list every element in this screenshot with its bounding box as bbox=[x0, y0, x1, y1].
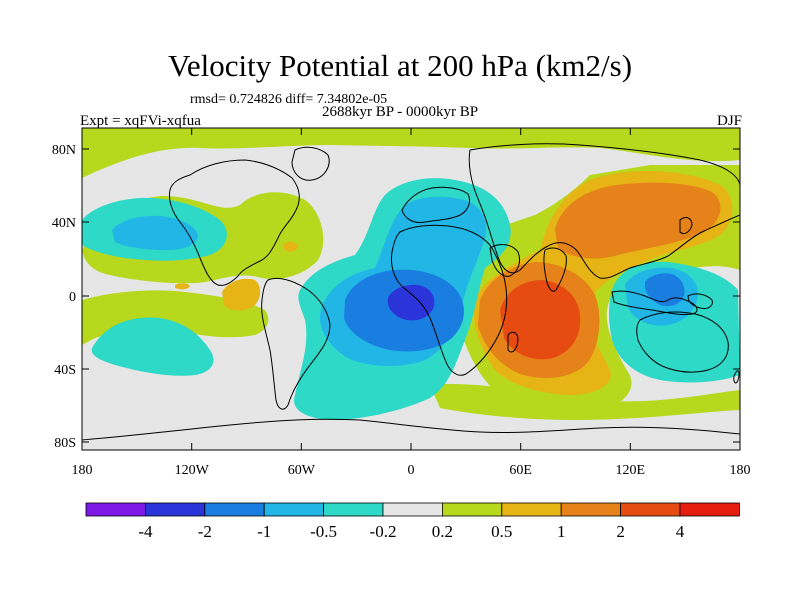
coast-india bbox=[543, 247, 567, 292]
colorbar-box bbox=[620, 502, 681, 517]
colorbar-label: -4 bbox=[138, 522, 153, 541]
colorbar bbox=[85, 502, 740, 517]
y-axis bbox=[82, 148, 740, 443]
colorbar-box bbox=[85, 502, 146, 517]
field-pacific-yellow-patch bbox=[175, 283, 190, 290]
coast-south-america bbox=[261, 277, 331, 410]
coast-new-zealand bbox=[733, 370, 740, 384]
coastlines bbox=[82, 143, 740, 441]
y-tick-label: 40N bbox=[52, 216, 76, 231]
x-tick-label: 60W bbox=[288, 463, 316, 478]
x-axis bbox=[81, 128, 741, 450]
colorbar-labels: -4 -2 -1 -0.5 -0.2 0.2 0.5 1 2 4 bbox=[138, 522, 684, 541]
x-tick-label: 180 bbox=[730, 463, 751, 478]
coast-japan bbox=[679, 217, 693, 235]
coast-arabia bbox=[489, 244, 521, 277]
coast-north-america bbox=[169, 159, 300, 286]
field-high-arctic bbox=[82, 128, 740, 178]
x-tick-label: 60E bbox=[509, 463, 532, 478]
coast-africa bbox=[391, 224, 508, 376]
colorbar-box bbox=[679, 502, 740, 517]
x-tick-label: 0 bbox=[408, 463, 415, 478]
field-south-pacific-cyan bbox=[91, 317, 214, 376]
colorbar-label: 0.2 bbox=[432, 522, 453, 541]
colorbar-box bbox=[560, 502, 622, 517]
colorbar-label: 0.5 bbox=[491, 522, 512, 541]
field-pacific-lightblue bbox=[112, 215, 198, 250]
colorbar-label: 1 bbox=[557, 522, 566, 541]
coast-new-guinea bbox=[687, 293, 713, 309]
colorbar-label: 2 bbox=[616, 522, 625, 541]
field-indian-maximum bbox=[500, 280, 581, 360]
x-tick-label: 120E bbox=[616, 463, 646, 478]
y-tick-label: 80N bbox=[52, 143, 76, 158]
shaded-field bbox=[82, 128, 740, 450]
coast-madagascar bbox=[507, 331, 519, 353]
x-tick-labels: 180 120W 60W 0 60E 120E 180 bbox=[72, 463, 751, 478]
field-caribbean-yellow bbox=[284, 241, 298, 252]
coast-antarctica bbox=[82, 418, 740, 441]
field-south-pacific-green bbox=[82, 290, 269, 345]
colorbar-box bbox=[263, 502, 325, 517]
field-south-indian-green bbox=[430, 383, 740, 420]
colorbar-label: -0.5 bbox=[310, 522, 337, 541]
colorbar-box bbox=[144, 502, 206, 517]
colorbar-box bbox=[501, 502, 562, 517]
season-label: DJF bbox=[716, 113, 742, 129]
coast-europe bbox=[401, 186, 471, 223]
colorbar-label: -2 bbox=[198, 522, 212, 541]
field-atlantic-minimum bbox=[387, 284, 435, 321]
y-tick-label: 0 bbox=[69, 290, 76, 305]
colorbar-label: -1 bbox=[257, 522, 271, 541]
coast-australia bbox=[636, 311, 729, 373]
colorbar-label: 4 bbox=[676, 522, 685, 541]
y-tick-labels: 80N 40N 0 40S 80S bbox=[52, 143, 76, 451]
colorbar-box bbox=[323, 502, 384, 517]
colorbar-label: -0.2 bbox=[370, 522, 397, 541]
period-label: 2688kyr BP - 0000kyr BP bbox=[322, 104, 479, 120]
coast-asia bbox=[468, 143, 740, 279]
experiment-label: Expt = xqFVi-xqfua bbox=[80, 113, 201, 129]
rmsd-diff-label: rmsd= 0.724826 diff= 7.34802e-05 bbox=[190, 92, 388, 107]
field-east-asia-orange bbox=[555, 182, 721, 259]
y-tick-label: 40S bbox=[54, 363, 76, 378]
x-tick-label: 180 bbox=[72, 463, 93, 478]
y-tick-label: 80S bbox=[54, 436, 76, 451]
colorbar-box bbox=[441, 502, 503, 517]
plot-title: Velocity Potential at 200 hPa (km2/s) bbox=[167, 48, 633, 83]
coast-greenland bbox=[291, 146, 330, 181]
colorbar-box bbox=[204, 502, 265, 517]
colorbar-box bbox=[382, 502, 443, 517]
x-tick-label: 120W bbox=[175, 463, 210, 478]
field-atlantic-yellow bbox=[222, 278, 261, 311]
